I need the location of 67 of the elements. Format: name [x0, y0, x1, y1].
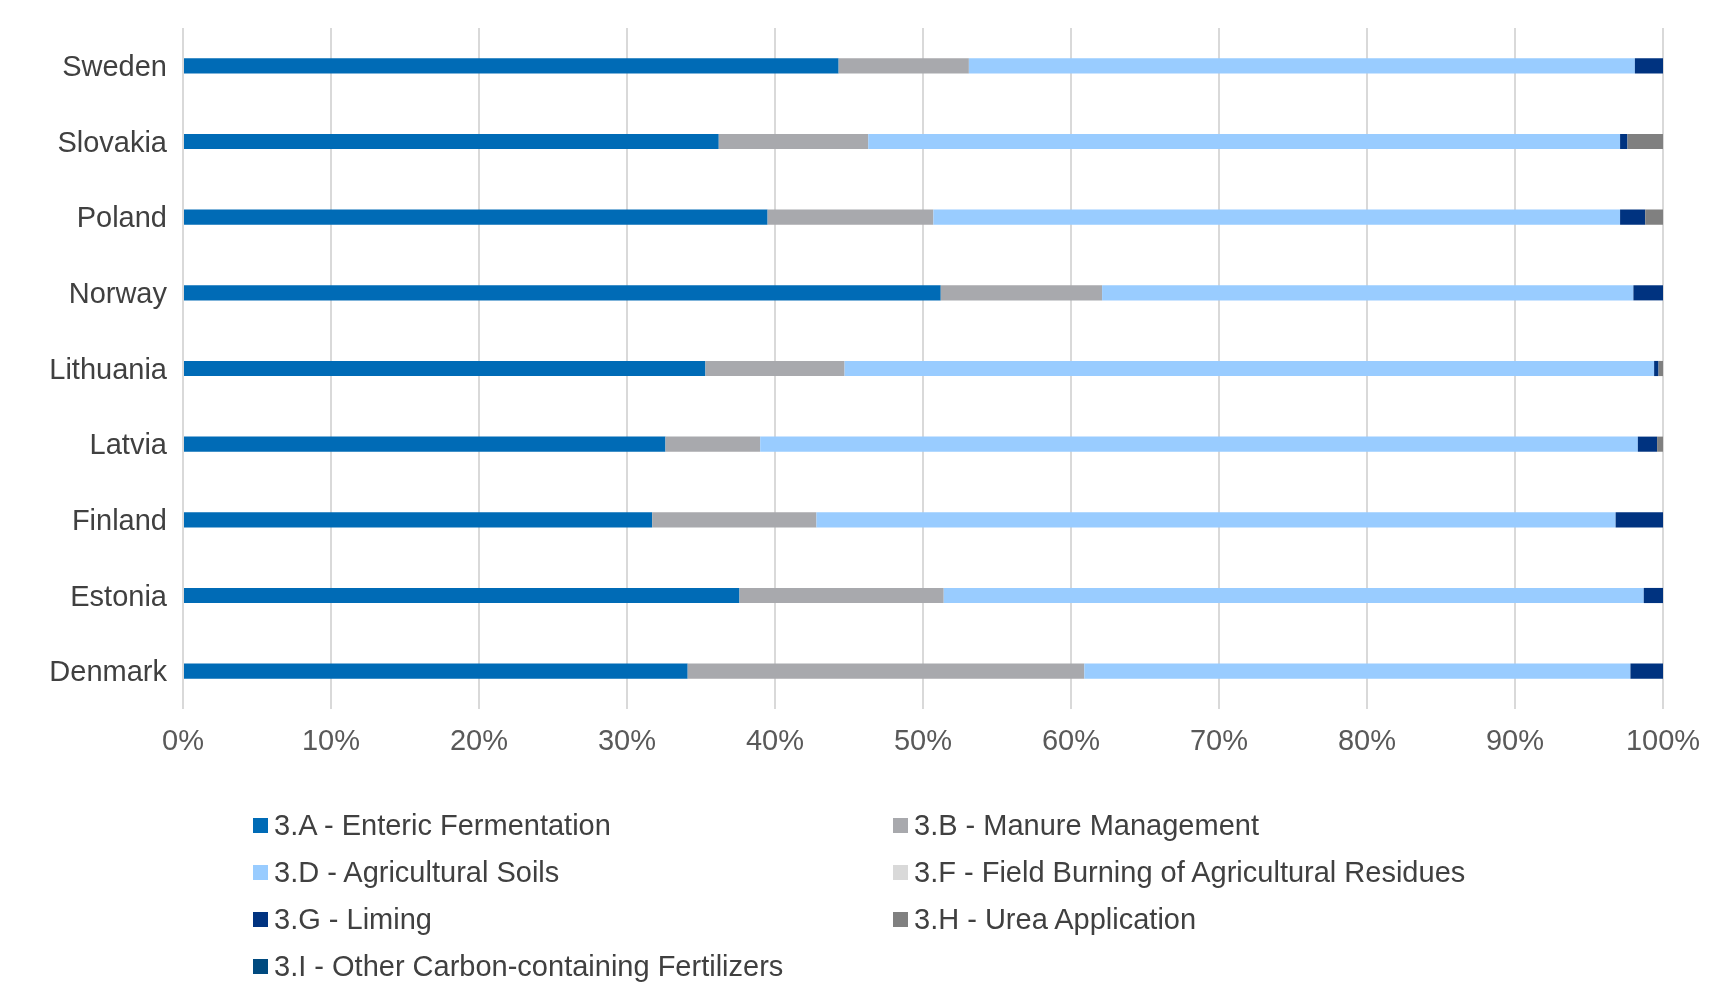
x-tick-label: 30% [597, 723, 657, 756]
bar [940, 285, 1103, 301]
bar [1630, 663, 1663, 679]
bar [868, 133, 1621, 150]
bar [968, 58, 1635, 74]
legend-label: 3.A - Enteric Fermentation [274, 809, 611, 842]
y-tick-label: Latvia [89, 428, 168, 461]
bar [1627, 133, 1663, 150]
bar [183, 133, 719, 150]
bar [844, 360, 1655, 377]
bar [1654, 360, 1659, 377]
legend-label: 3.D - Agricultural Soils [274, 856, 560, 889]
y-tick-label: Finland [71, 504, 167, 537]
bar [767, 209, 934, 225]
x-tick-label: 100% [1625, 723, 1701, 756]
bar [1637, 436, 1658, 452]
legend-label: 3.F - Field Burning of Agricultural Residues [914, 856, 1466, 889]
bar [652, 512, 817, 528]
bar [1633, 285, 1663, 301]
bar [1657, 436, 1663, 452]
bar [1643, 587, 1663, 604]
y-tick-label: Estonia [70, 579, 168, 612]
y-tick-label: Lithuania [49, 352, 168, 385]
bar [760, 436, 1638, 452]
bar [687, 663, 1085, 679]
y-tick-label: Denmark [49, 655, 168, 688]
x-tick-label: 90% [1485, 723, 1545, 756]
bar [705, 360, 845, 377]
bar [739, 587, 944, 604]
bar [838, 58, 969, 74]
bar [183, 587, 740, 604]
bar [1658, 360, 1663, 377]
x-tick-label: 10% [301, 723, 361, 756]
bar [1620, 133, 1628, 150]
bar [816, 512, 1616, 528]
y-tick-label: Slovakia [57, 125, 168, 158]
y-tick-label: Norway [68, 277, 168, 310]
legend-label: 3.G - Liming [274, 903, 432, 936]
bar [1615, 512, 1663, 528]
x-tick-label: 20% [449, 723, 509, 756]
x-tick-label: 40% [745, 723, 805, 756]
bar [1634, 58, 1663, 74]
bar [1645, 209, 1663, 225]
legend-label: 3.B - Manure Management [914, 809, 1259, 842]
x-tick-label: 60% [1041, 723, 1101, 756]
bar [933, 209, 1621, 225]
y-tick-label: Sweden [62, 50, 167, 83]
x-tick-label: 0% [162, 723, 204, 756]
bar [943, 587, 1644, 604]
bar [183, 209, 768, 225]
bar [183, 58, 839, 74]
bar [718, 133, 869, 150]
legend-label: 3.H - Urea Application [914, 903, 1197, 936]
x-tick-label: 80% [1337, 723, 1397, 756]
bar [183, 663, 688, 679]
x-tick-label: 50% [893, 723, 953, 756]
bar [1102, 285, 1634, 301]
legend-label: 3.I - Other Carbon-containing Fertilizers [274, 950, 784, 983]
x-tick-label: 70% [1189, 723, 1249, 756]
bar [183, 436, 666, 452]
bar [665, 436, 761, 452]
bar [1084, 663, 1631, 679]
bar [183, 285, 941, 301]
bar [1620, 209, 1646, 225]
bar [183, 512, 653, 528]
y-tick-label: Poland [76, 201, 167, 234]
bar [183, 360, 706, 377]
